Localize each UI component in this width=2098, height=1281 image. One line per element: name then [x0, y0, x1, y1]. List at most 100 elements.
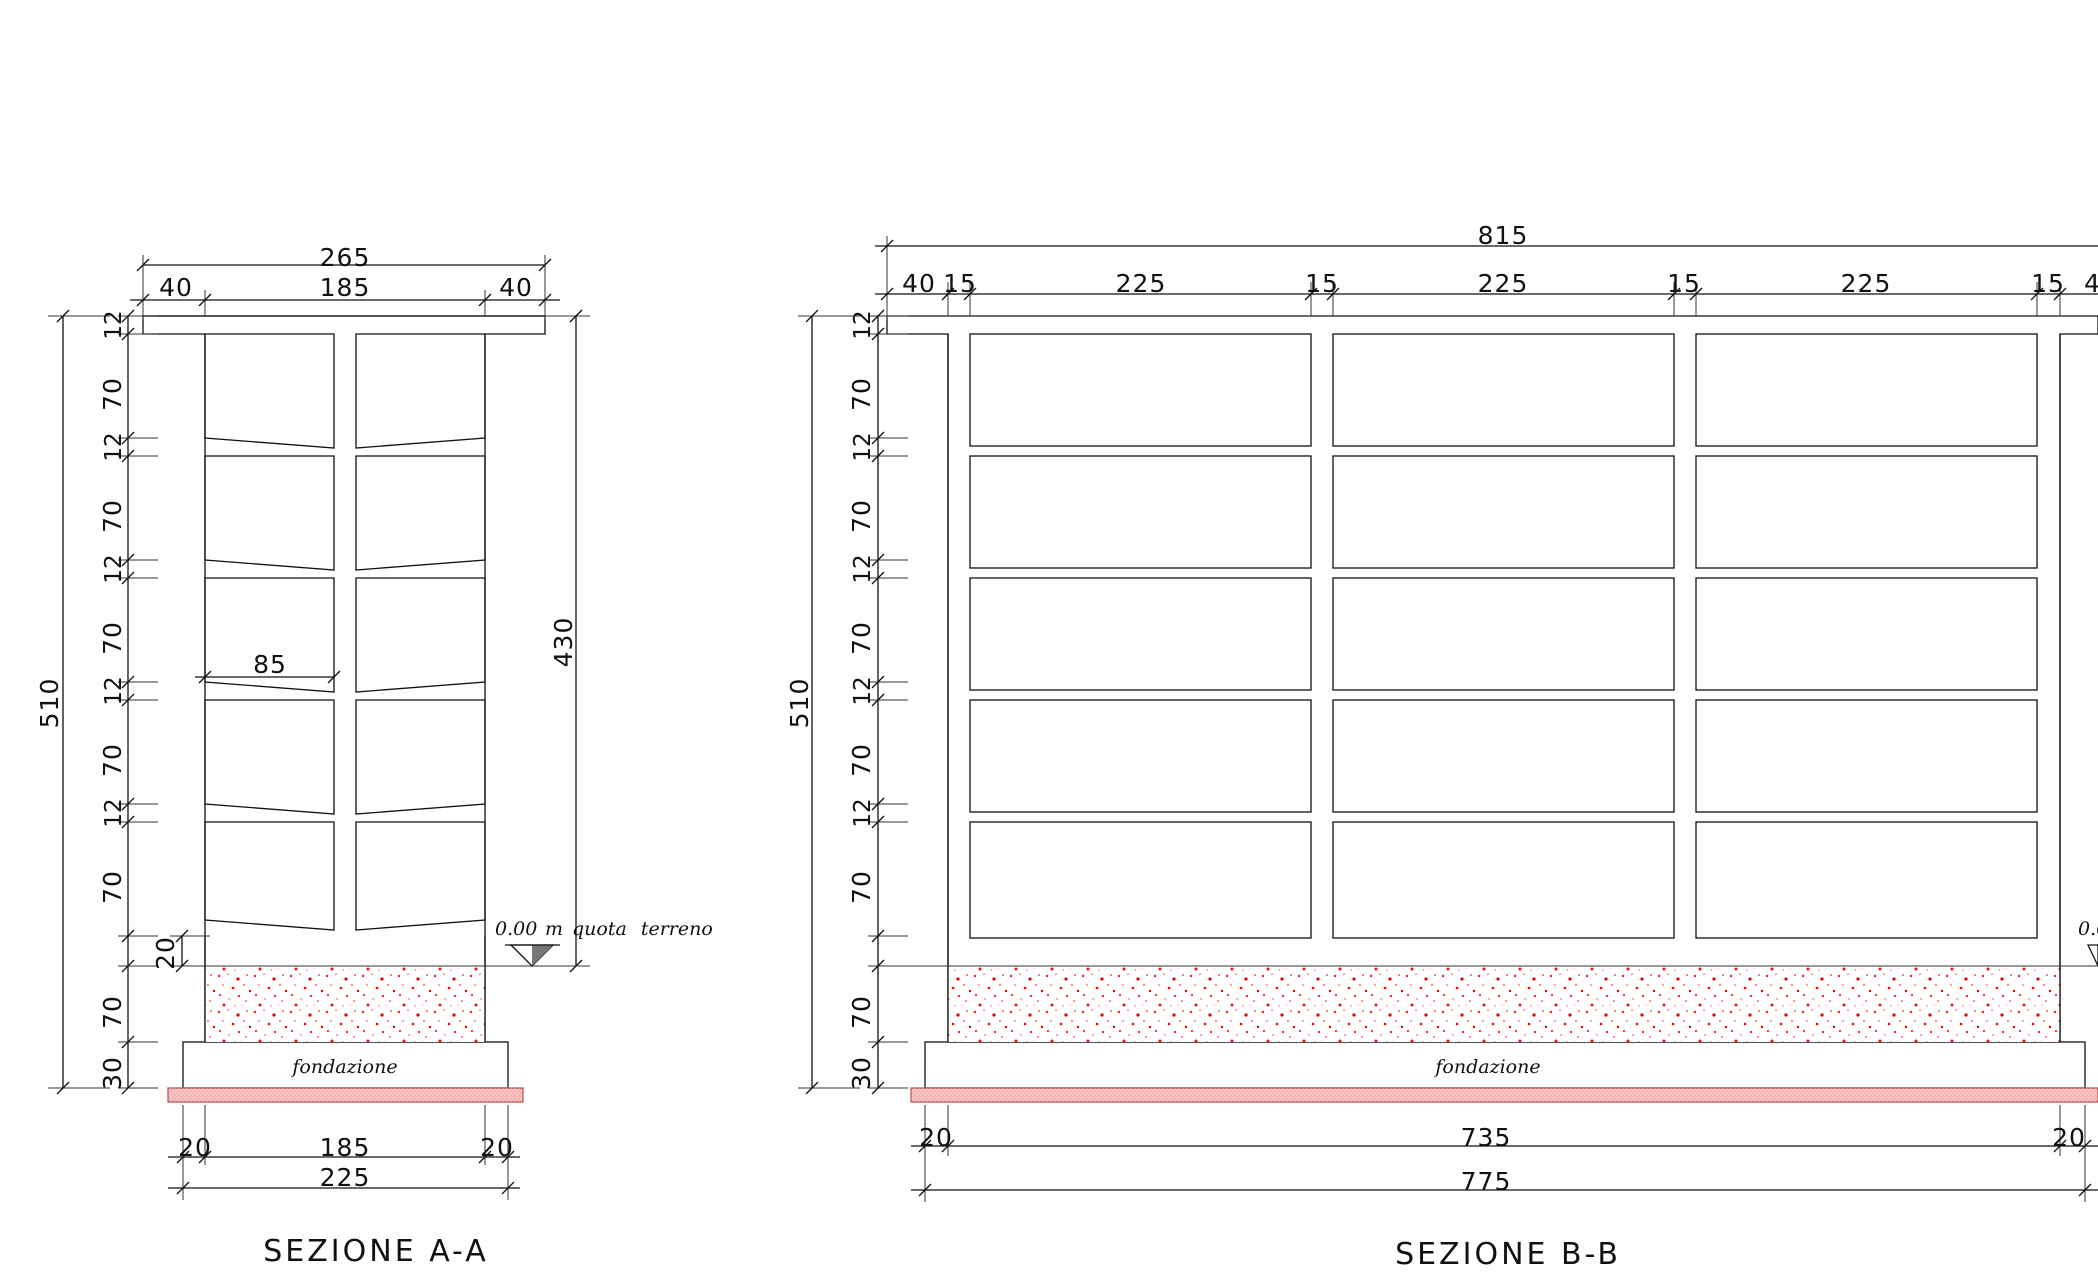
- aa-cell-right: [355, 821, 486, 931]
- aa-cell-left: [204, 821, 335, 931]
- bb-dim-cell-70: 70: [847, 377, 876, 411]
- aa-dim-cell-70: 70: [98, 870, 127, 904]
- aa-dim-footing-30: 30: [98, 1056, 127, 1090]
- aa-base-blinding: [167, 1087, 524, 1103]
- aa-dim-chain-tick: [121, 553, 135, 567]
- bb-ground-level-symbol: [2086, 944, 2098, 967]
- aa-dim-total-top: 265: [320, 243, 371, 272]
- aa-dim-chain-tick: [121, 693, 135, 707]
- aa-ground-level-value: 0.00: [495, 918, 537, 940]
- aa-cell-left: [204, 455, 335, 571]
- bb-dim-slab-12: 12: [850, 432, 876, 461]
- bb-dim-cell-70: 70: [847, 499, 876, 533]
- aa-dim-bottom-tick: [198, 1150, 212, 1164]
- aa-dim-bottom-tick: [176, 1150, 190, 1164]
- aa-dim-top-tick: [538, 258, 552, 272]
- aa-cell-left: [204, 577, 335, 693]
- bb-dim-chain-tick: [871, 327, 885, 341]
- aa-ground-level-unit: m: [545, 918, 563, 940]
- bb-dim-top-tick: [880, 239, 894, 253]
- section-bb: 12 70 12 70 12 70 12 70 12 70 70 30: [798, 236, 2098, 1202]
- aa-dim-left-overhang: 40: [159, 273, 193, 302]
- aa-dim-cell-width: 85: [253, 650, 287, 679]
- bb-dim-chain-tick: [871, 449, 885, 463]
- aa-ground-level-label: 0.00 m quota terreno: [495, 918, 713, 940]
- aa-dim-center-width: 185: [320, 273, 371, 302]
- aa-section-title: SEZIONE A-A: [263, 1234, 489, 1269]
- aa-dim-bottom-tick: [176, 1181, 190, 1195]
- bb-dim-bottom-tick: [918, 1139, 932, 1153]
- aa-dim-chain-tick: [121, 327, 135, 341]
- bb-dim-left-overhang: 40: [902, 269, 936, 298]
- bb-base-blinding: [910, 1087, 2098, 1103]
- aa-dim-chain-tick: [121, 309, 135, 323]
- bb-dim-top-tick: [1326, 287, 1340, 301]
- bb-dim-total-top: 815: [1478, 221, 1529, 250]
- aa-dim-chain-tick: [121, 675, 135, 689]
- bb-dim-chain-tick: [871, 815, 885, 829]
- bb-dim-bottom-tick: [941, 1139, 955, 1153]
- aa-dim-height-total: 510: [35, 678, 64, 729]
- bb-dim-chain-tick: [871, 1081, 885, 1095]
- bb-cell: [969, 333, 1312, 447]
- bb-dim-foundation-70: 70: [847, 995, 876, 1029]
- section-aa: 12 70 12 70 12 70 12 70 12 70 70 30: [48, 255, 590, 1200]
- bb-dim-right-overhang: 40: [2084, 269, 2098, 298]
- bb-dim-cell-70: 70: [847, 621, 876, 655]
- aa-dim-top-tick: [538, 293, 552, 307]
- aa-dim-chain-tick: [121, 571, 135, 585]
- aa-cell-right: [355, 577, 486, 693]
- aa-dim-chain-tick: [121, 797, 135, 811]
- aa-dim-overall-tick: [56, 1081, 70, 1095]
- bb-cell: [1332, 333, 1675, 447]
- bb-dim-bay-1: 225: [1116, 269, 1167, 298]
- bb-cell: [969, 821, 1312, 939]
- aa-ground-level-symbol-fill: [532, 945, 553, 966]
- aa-dim-slab-12: 12: [101, 798, 127, 827]
- aa-foundation-wall: [205, 966, 485, 1042]
- bb-foundation-wall: [948, 966, 2060, 1042]
- bb-ground-level-value: 0.0: [2078, 918, 2098, 940]
- aa-dim-20-tick: [175, 929, 189, 943]
- bb-cell: [1695, 699, 2038, 813]
- bb-dim-chain-tick: [871, 553, 885, 567]
- bb-cell: [1695, 821, 2038, 939]
- bb-dim-top-tick: [1304, 287, 1318, 301]
- bb-foundation-label: fondazione: [1433, 1056, 1540, 1078]
- aa-dim-cell-70: 70: [98, 499, 127, 533]
- aa-dim-top-tick: [198, 293, 212, 307]
- bb-dim-cell-70: 70: [847, 870, 876, 904]
- bb-cell: [1332, 455, 1675, 569]
- bb-dim-bottom-tick: [918, 1183, 932, 1197]
- aa-dim-85-tick: [198, 670, 212, 684]
- bb-dim-chain-tick: [871, 929, 885, 943]
- aa-dim-bottom-right: 20: [480, 1133, 514, 1162]
- bb-dim-cell-70: 70: [847, 743, 876, 777]
- bb-dim-chain-tick: [871, 431, 885, 445]
- bb-dim-overall-tick: [805, 309, 819, 323]
- aa-dim-chain-tick: [121, 815, 135, 829]
- bb-dim-top-tick: [2053, 287, 2067, 301]
- bb-cell: [1695, 455, 2038, 569]
- bb-concrete-body: [886, 315, 2098, 1043]
- bb-dim-chain-tick: [871, 675, 885, 689]
- aa-dim-top-tick: [478, 293, 492, 307]
- bb-dim-bottom-tick: [2053, 1139, 2067, 1153]
- aa-dim-85-tick: [327, 670, 341, 684]
- aa-foundation-label: fondazione: [290, 1056, 397, 1078]
- aa-dim-cell-70: 70: [98, 377, 127, 411]
- bb-dim-top-tick: [880, 287, 894, 301]
- bb-dim-wall-4: 15: [2031, 269, 2065, 298]
- bb-cell: [1332, 699, 1675, 813]
- aa-cell-left: [204, 333, 335, 449]
- bb-dim-wall-1: 15: [943, 269, 977, 298]
- bb-dim-chain-tick: [871, 959, 885, 973]
- bb-dim-slab-12: 12: [850, 798, 876, 827]
- bb-cell: [1332, 577, 1675, 691]
- bb-cell: [1695, 577, 2038, 691]
- aa-dim-cell-70: 70: [98, 621, 127, 655]
- bb-dim-bottom-tick: [2078, 1139, 2092, 1153]
- bb-dim-slab-12: 12: [850, 554, 876, 583]
- aa-dim-cell-70: 70: [98, 743, 127, 777]
